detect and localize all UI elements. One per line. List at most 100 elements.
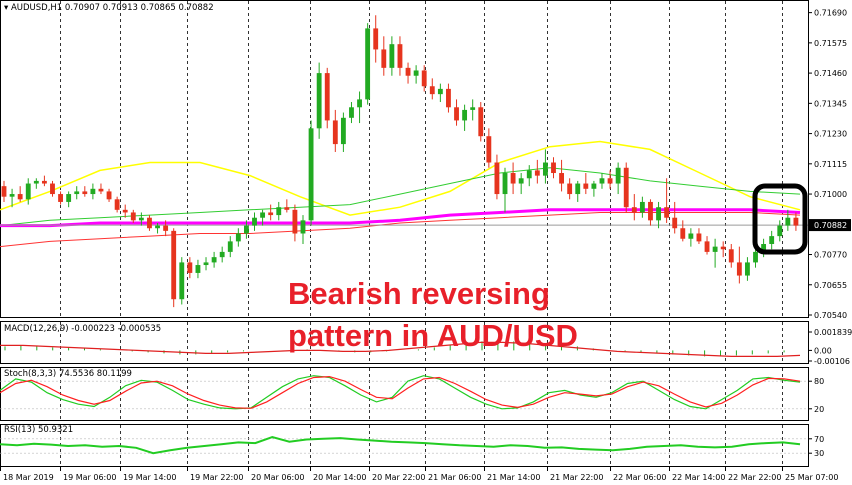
candle-body [324,73,330,121]
candle-body [244,225,249,234]
candle-body [591,183,597,189]
price-tick-label: 0.70540 [814,311,847,320]
x-tick-label: 25 Mar 07:00 [785,473,838,482]
candle-body [114,199,120,210]
x-tick-label: 18 Mar 2019 [3,473,54,482]
candle-body [494,162,500,195]
candle-body [696,233,702,242]
stoch-panel: 80 20 [0,375,824,414]
candle-body [405,67,411,76]
price-header-text: AUDUSD,H1 0.70907 0.70913 0.70865 0.7088… [11,3,214,13]
candle-body [397,44,403,68]
candle-body [761,244,767,252]
candle-body [122,209,128,213]
moving-average-line [0,212,801,248]
x-tick-label: 19 Mar 06:00 [63,473,116,482]
x-tick-label: 21 Mar 22:00 [550,473,603,482]
candle-body [349,107,354,118]
current-price-tag [809,219,851,232]
candle-body [502,173,508,195]
candle-body [381,49,387,68]
candle-body [736,262,742,276]
candle-body [171,230,177,300]
price-tick-label: 0.71575 [814,39,847,48]
candle-body [316,73,322,129]
stoch-tick-label: 20 [814,405,824,414]
candle-body [526,170,532,179]
x-tick-label: 22 Mar 22:00 [728,473,781,482]
candle-body [664,207,670,218]
candle-body [615,167,621,184]
candle-body [421,70,427,87]
candle-body [728,249,734,263]
session-separators [60,1,783,466]
moving-average-line [0,140,801,216]
candle-body [704,241,710,252]
price-tick-label: 0.70655 [814,281,847,290]
macd-panel: 0.001839 0.00 -0.00106 [0,328,852,366]
candle-body [623,167,629,208]
candle-body [292,209,298,234]
candle-body [712,246,718,252]
candle-body [155,225,160,229]
candle-body [74,191,80,195]
candle-body [639,201,645,213]
candle-body [559,173,564,184]
candle-body [478,107,484,137]
candle-body [470,107,476,110]
candle-body [187,262,193,273]
candle-body [486,136,492,163]
candle-body [551,162,556,174]
current-price-label: 0.70882 [814,221,847,230]
candle-body [106,191,112,200]
candle-body [179,262,185,300]
annotation-line-1: Bearish reversing [288,276,550,311]
panel-frame-macd [0,321,809,364]
candle-body [195,265,201,273]
candle-body [25,183,31,200]
candle-body [656,207,661,221]
candle-body [17,194,23,200]
candle-body [373,28,379,50]
candle-body [753,251,758,263]
rsi-header: RSI(13) 50.9321 [4,425,73,435]
candle-body [583,183,589,189]
candle-body [340,117,346,145]
dropdown-triangle-icon[interactable]: ▾ [4,3,11,13]
price-axis: 0.71690 0.71575 0.71460 0.71345 0.71230 0.711… [808,9,851,320]
candle-body [413,70,419,76]
rsi-panel: 70 30 [0,435,824,458]
rsi-line [0,435,801,455]
candle-body [510,173,516,184]
symbol-header: ▾ AUDUSD,H1 0.70907 0.70913 0.70865 0.70… [4,3,214,13]
panel-frame-rsi [0,424,809,467]
candle-body [235,233,241,242]
price-tick-label: 0.70770 [814,251,847,260]
candle-body [793,217,799,226]
x-tick-label: 22 Mar 14:00 [672,473,725,482]
candle-body [50,183,55,195]
candle-body [276,207,282,216]
candle-body [9,194,15,197]
candle-body [260,212,266,218]
candle-body [284,207,290,210]
price-tick-label: 0.71115 [814,160,847,169]
candle-body [607,178,613,184]
macd-tick-label: -0.00106 [814,357,850,366]
candle-body [446,88,451,108]
x-tick-label: 21 Mar 14:00 [487,473,540,482]
candle-body [41,180,47,184]
candle-body [33,180,39,184]
annotation-line-2: pattern in AUD/USD [288,318,578,353]
panel-frame-stoch [0,367,809,421]
candle-body [567,183,573,195]
panel-frames [0,0,809,467]
candle-body [203,262,209,266]
macd-header: MACD(12,26,9) -0.000223 -0.000535 [4,324,161,334]
candle-body [90,188,96,195]
candle-body [98,188,104,192]
candle-body [300,220,306,234]
candle-body [785,217,791,226]
